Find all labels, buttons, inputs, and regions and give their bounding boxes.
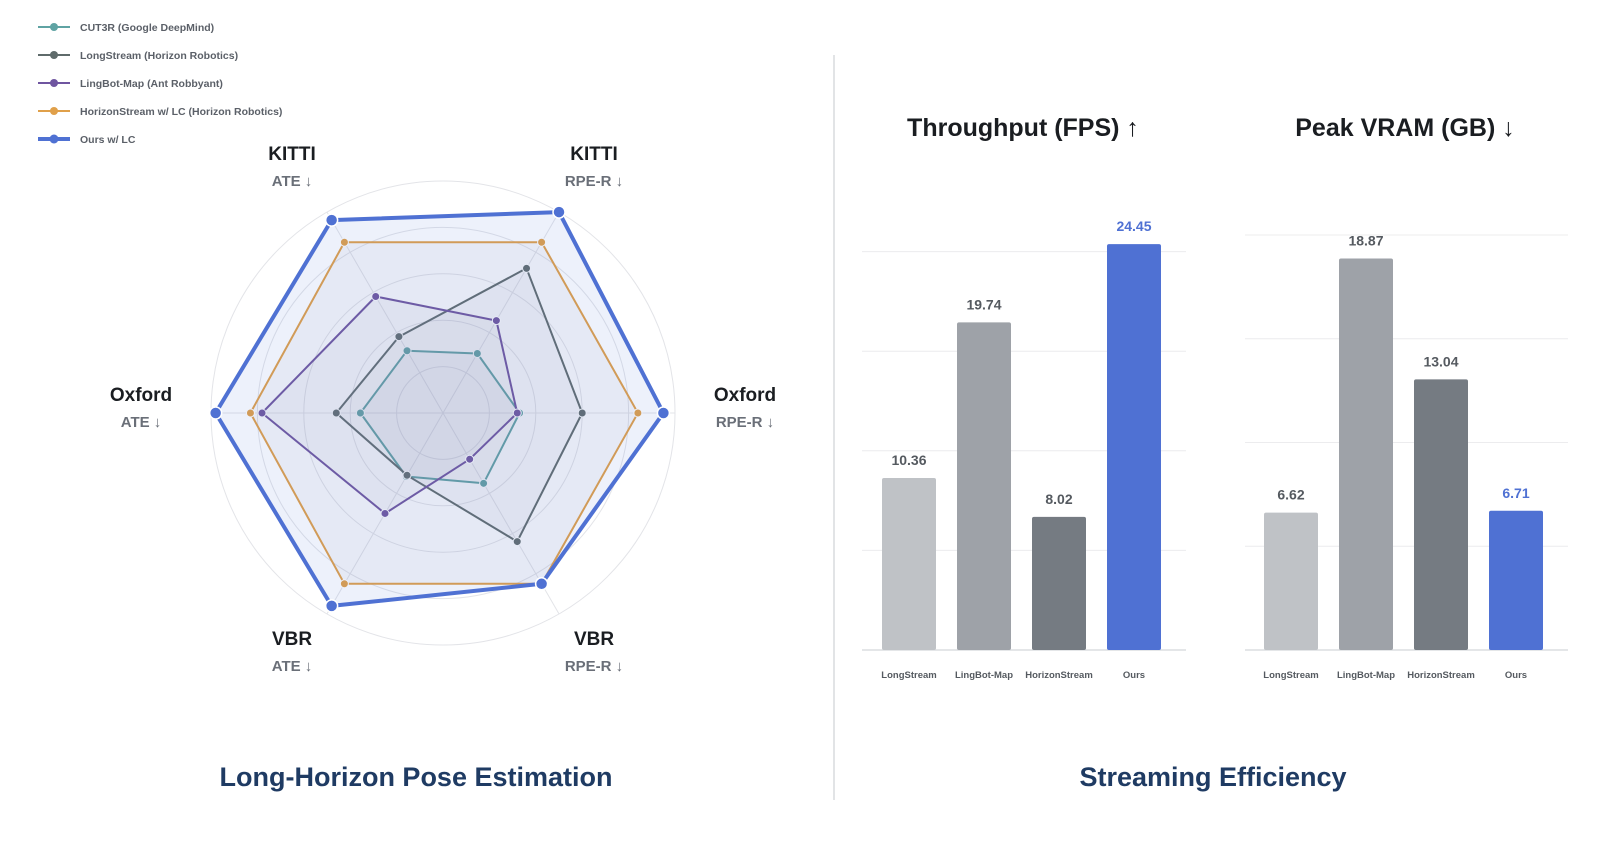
radar-axis-metric: RPE-R ↓ [565, 658, 623, 675]
radar-axis-metric: ATE ↓ [272, 173, 313, 190]
legend-entry-cut3r-google-deepmind: CUT3R (Google DeepMind) [80, 22, 214, 34]
bar-value-label: 24.45 [1116, 218, 1151, 234]
radar-point-longstream-horizon-robotics-4 [402, 470, 412, 480]
legend-swatch-marker [50, 23, 58, 31]
throughput-bar-chart: Throughput (FPS) ↑ 10.36 LongStream 19.74 Li… [862, 114, 1186, 681]
legend-swatch-marker [50, 79, 58, 87]
bar-category-label: HorizonStream [1407, 670, 1475, 681]
radar-point-ours-w-lc-2 [656, 406, 671, 420]
radar-point-longstream-horizon-robotics-0 [394, 332, 404, 342]
radar-chart: KITTI ATE ↓ KITTI RPE-R ↓ Oxford RPE-R ↓ VBR RP… [110, 144, 776, 675]
radar-point-horizonstream-w-lc-horizon-robotics-1 [537, 237, 547, 247]
radar-point-horizonstream-w-lc-horizon-robotics-5 [245, 408, 255, 418]
radar-axis-name: VBR [574, 629, 614, 650]
bar-category-label: Ours [1123, 670, 1145, 681]
radar-point-ours-w-lc-5 [208, 406, 223, 420]
radar-axis-name: KITTI [268, 144, 316, 165]
bar-chart-title: Peak VRAM (GB) ↓ [1295, 114, 1514, 142]
radar-point-horizonstream-w-lc-horizon-robotics-0 [339, 237, 349, 247]
radar-point-ours-w-lc-3 [534, 577, 549, 591]
bar-ours [1489, 510, 1543, 650]
radar-point-horizonstream-w-lc-horizon-robotics-4 [339, 579, 349, 589]
radar-series-group [208, 205, 671, 613]
bar-ours [1107, 244, 1161, 650]
legend-entry-ours-w-lc: Ours w/ LC [80, 134, 136, 146]
radar-point-cut3r-google-deepmind-0 [402, 346, 412, 356]
radar-point-lingbot-map-ant-robbyant-1 [491, 316, 501, 326]
bar-value-label: 6.62 [1277, 487, 1304, 503]
bar-value-label: 18.87 [1348, 232, 1383, 248]
bar-value-label: 10.36 [891, 452, 926, 468]
radar-axis-labels: KITTI ATE ↓ KITTI RPE-R ↓ Oxford RPE-R ↓ VBR RP… [110, 144, 776, 675]
radar-point-cut3r-google-deepmind-3 [479, 478, 489, 488]
radar-point-longstream-horizon-robotics-1 [522, 263, 532, 273]
radar-point-cut3r-google-deepmind-5 [355, 408, 365, 418]
radar-axis-metric: RPE-R ↓ [716, 414, 774, 431]
radar-axis-metric: ATE ↓ [121, 414, 162, 431]
bar-value-label: 8.02 [1045, 491, 1072, 507]
radar-point-longstream-horizon-robotics-3 [512, 537, 522, 547]
bar-category-label: LongStream [881, 670, 936, 681]
radar-point-longstream-horizon-robotics-2 [577, 408, 587, 418]
radar-axis-name: VBR [272, 629, 312, 650]
radar-point-lingbot-map-ant-robbyant-0 [371, 291, 381, 301]
bar-category-label: LongStream [1263, 670, 1318, 681]
radar-point-ours-w-lc-0 [324, 213, 339, 227]
peak-vram-bar-chart: Peak VRAM (GB) ↓ 6.62 LongStream 18.87 LingB… [1245, 114, 1568, 681]
bar-lingbot-map [957, 322, 1011, 650]
radar-axis-metric: RPE-R ↓ [565, 173, 623, 190]
radar-point-cut3r-google-deepmind-1 [472, 349, 482, 359]
radar-axis-name: Oxford [110, 385, 172, 406]
bar-category-label: HorizonStream [1025, 670, 1093, 681]
legend-entry-lingbot-map-ant-robbyant: LingBot-Map (Ant Robbyant) [80, 78, 223, 90]
bar-category-label: Ours [1505, 670, 1527, 681]
radar-point-lingbot-map-ant-robbyant-4 [380, 508, 390, 518]
radar-point-lingbot-map-ant-robbyant-2 [512, 408, 522, 418]
legend: CUT3R (Google DeepMind) LongStream (Horiz… [38, 22, 282, 146]
radar-series-ours-w-lc [213, 210, 666, 608]
radar-axis-metric: ATE ↓ [272, 658, 313, 675]
bar-chart-title: Throughput (FPS) ↑ [907, 114, 1139, 142]
bar-value-label: 19.74 [966, 296, 1001, 312]
radar-point-lingbot-map-ant-robbyant-5 [257, 408, 267, 418]
bar-horizonstream [1414, 379, 1468, 650]
bar-longstream [882, 478, 936, 650]
left-panel-title: Long-Horizon Pose Estimation [219, 762, 612, 792]
radar-point-ours-w-lc-4 [324, 599, 339, 613]
legend-swatch-marker [50, 51, 58, 59]
bar-category-label: LingBot-Map [955, 670, 1013, 681]
legend-swatch-marker [50, 107, 58, 115]
bar-horizonstream [1032, 516, 1086, 650]
bar-category-label: LingBot-Map [1337, 670, 1395, 681]
legend-swatch-marker [49, 134, 59, 144]
radar-point-ours-w-lc-1 [552, 205, 566, 219]
right-panel-title: Streaming Efficiency [1079, 762, 1346, 792]
bar-longstream [1264, 512, 1318, 650]
radar-axis-name: Oxford [714, 385, 776, 406]
bar-lingbot-map [1339, 258, 1393, 650]
legend-entry-longstream-horizon-robotics: LongStream (Horizon Robotics) [80, 50, 238, 62]
bar-value-label: 6.71 [1502, 485, 1529, 501]
bar-value-label: 13.04 [1423, 353, 1458, 369]
radar-point-longstream-horizon-robotics-5 [331, 408, 341, 418]
legend-entry-horizonstream-w-lc-horizon-robotics: HorizonStream w/ LC (Horizon Robotics) [80, 106, 282, 118]
radar-point-horizonstream-w-lc-horizon-robotics-2 [633, 408, 643, 418]
radar-axis-name: KITTI [570, 144, 618, 165]
radar-point-lingbot-map-ant-robbyant-3 [465, 454, 475, 464]
